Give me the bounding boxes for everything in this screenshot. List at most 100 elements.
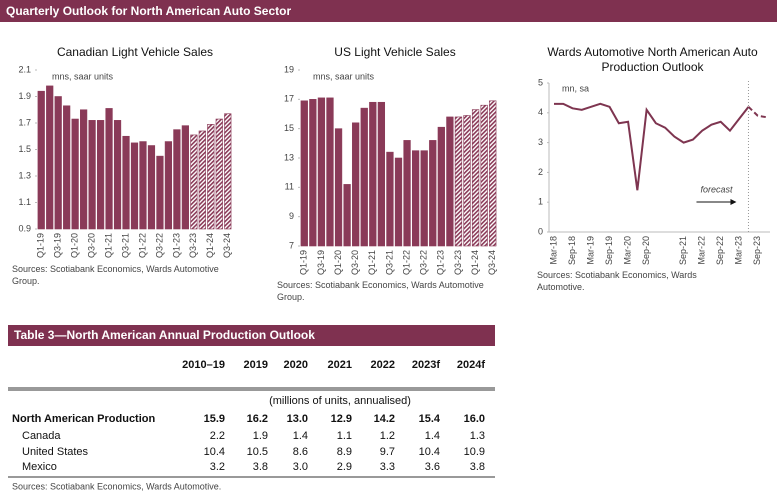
x-tick-label: Q1-19	[299, 250, 309, 275]
bar	[46, 85, 54, 230]
y-tick-label: 7	[289, 240, 294, 250]
column-header: 2024f	[457, 359, 485, 371]
table-cell: 1.9	[253, 430, 268, 442]
x-tick-label: Q3-23	[453, 250, 463, 275]
y-tick-label: 9	[289, 211, 294, 221]
bar	[309, 99, 317, 247]
bar	[156, 155, 164, 230]
x-tick-label: Sep-22	[715, 236, 725, 265]
x-tick-label: Q1-20	[333, 250, 343, 275]
y-tick-label: 2.1	[18, 64, 31, 74]
row-label: Mexico	[22, 461, 57, 473]
x-tick-label: Mar-20	[622, 236, 632, 265]
column-header: 2019	[244, 359, 268, 371]
bar	[181, 125, 189, 230]
table-cell: 3.6	[425, 461, 440, 473]
bar	[403, 140, 411, 247]
x-tick-label: Sep-20	[641, 236, 651, 265]
row-label: North American Production	[12, 413, 155, 425]
chart-source: Sources: Scotiabank Economics, Wards Aut…	[277, 280, 484, 302]
table-cell: 10.4	[204, 446, 225, 458]
table-cell: 1.4	[425, 430, 440, 442]
bar	[369, 101, 377, 247]
table-cell: 9.7	[380, 446, 395, 458]
bar	[139, 141, 147, 230]
column-header: 2010–19	[182, 359, 225, 371]
y-tick-label: 4	[538, 107, 543, 117]
table-title: Table 3—North American Annual Production…	[14, 328, 315, 342]
bar	[147, 145, 156, 230]
table-cell: 14.2	[374, 413, 395, 425]
table-cell: 1.1	[337, 430, 352, 442]
bar	[352, 122, 360, 247]
bar	[420, 150, 428, 247]
x-tick-label: Q3-19	[316, 250, 326, 275]
x-tick-label: Q3-24	[487, 250, 497, 275]
bar	[463, 115, 471, 247]
bar	[377, 101, 386, 247]
table-cell: 13.0	[287, 413, 308, 425]
bar	[437, 126, 445, 247]
chart-source: Sources: Scotiabank Economics, Wards Aut…	[537, 270, 697, 292]
bar	[105, 108, 113, 230]
y-tick-label: 1.1	[18, 197, 31, 207]
bar	[207, 124, 215, 230]
x-tick-label: Q1-21	[103, 233, 113, 258]
y-tick-label: 0	[538, 226, 543, 236]
x-tick-label: Sep-18	[567, 236, 577, 265]
bar	[224, 113, 232, 230]
table-cell: 3.0	[293, 461, 308, 473]
x-tick-label: Q3-20	[86, 233, 96, 258]
x-tick-label: Q1-22	[401, 250, 411, 275]
x-tick-label: Q1-22	[137, 233, 147, 258]
row-label: United States	[22, 446, 89, 458]
x-tick-label: Q3-22	[154, 233, 164, 258]
x-tick-label: Q1-23	[171, 233, 181, 258]
bar	[63, 105, 71, 230]
table-cell: 3.8	[470, 461, 485, 473]
x-tick-label: Q3-20	[350, 250, 360, 275]
line	[747, 106, 768, 119]
table-cell: 3.8	[253, 461, 268, 473]
x-tick-label: Q3-19	[53, 233, 63, 258]
chart-title: Canadian Light Vehicle Sales	[56, 45, 214, 59]
chart-title: Wards Automotive North American Auto Pro…	[547, 45, 758, 74]
bar	[96, 120, 105, 230]
column-header: 2023f	[412, 359, 440, 371]
bar	[394, 157, 403, 247]
column-header: 2021	[328, 359, 352, 371]
x-tick-label: Mar-22	[697, 236, 707, 265]
x-tick-label: Q1-24	[205, 233, 215, 258]
x-tick-label: Q3-23	[188, 233, 198, 258]
bar	[386, 151, 394, 247]
row-label: Canada	[22, 430, 61, 442]
bar	[300, 100, 308, 247]
bar	[471, 109, 480, 247]
bar	[326, 97, 334, 247]
bar	[113, 120, 122, 230]
table-cell: 10.9	[464, 446, 485, 458]
table-cell: 3.2	[210, 461, 225, 473]
table-unit-note: (millions of units, annualised)	[269, 395, 411, 407]
table-cell: 16.0	[464, 413, 485, 425]
column-header: 2020	[284, 359, 308, 371]
bar	[489, 100, 497, 247]
x-tick-label: Q1-21	[367, 250, 377, 275]
x-tick-label: Sep-23	[752, 236, 762, 265]
annotation: forecast	[700, 184, 733, 194]
bar	[88, 120, 96, 230]
bar	[54, 96, 62, 230]
table-cell: 2.2	[210, 430, 225, 442]
y-tick-label: 17	[284, 94, 294, 104]
y-tick-label: 0.9	[18, 223, 31, 233]
unit-label: mns, saar units	[313, 71, 375, 81]
y-tick-label: 5	[538, 77, 543, 87]
y-tick-label: 1.9	[18, 91, 31, 101]
bar	[37, 90, 45, 230]
y-tick-label: 13	[284, 152, 294, 162]
y-tick-label: 1.5	[18, 144, 31, 154]
bar	[173, 129, 181, 230]
unit-label: mn, sa	[562, 83, 589, 93]
table-cell: 16.2	[247, 413, 268, 425]
